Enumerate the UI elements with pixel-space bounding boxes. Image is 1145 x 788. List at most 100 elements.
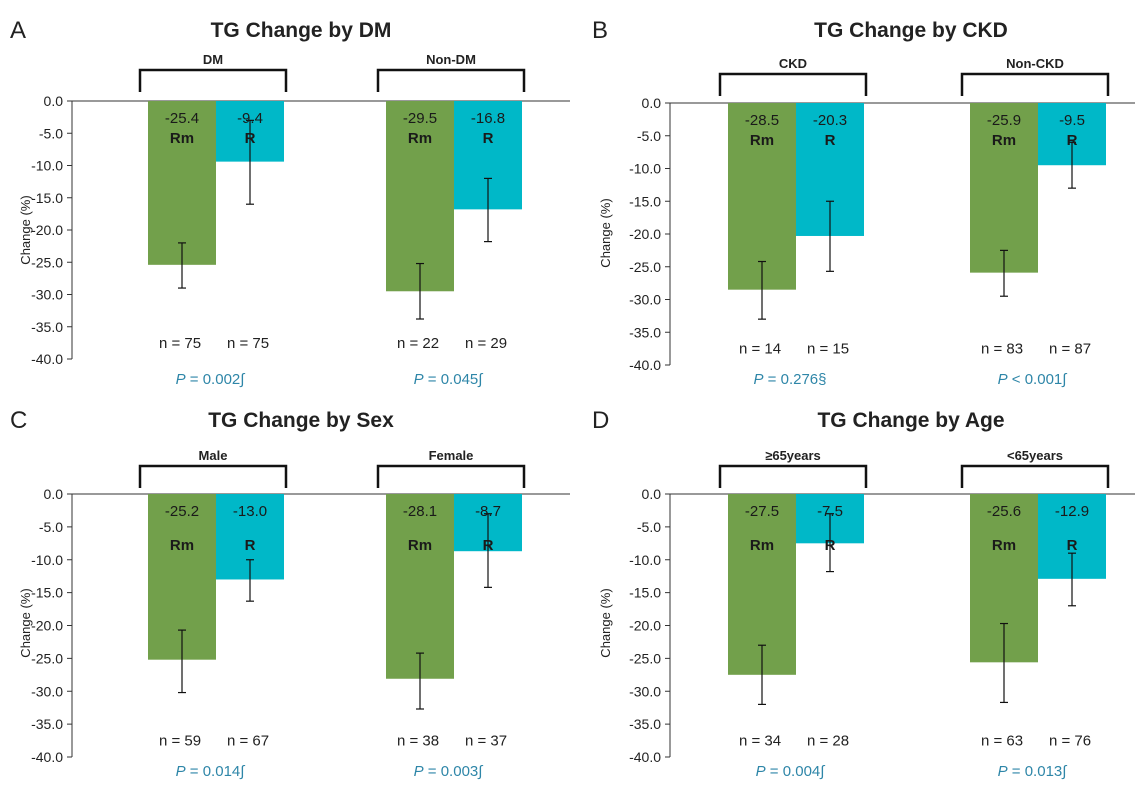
plot-area: 0.0 -5.0 -10.0 -15.0 -20.0 -25.0 -30.0 -35.0 -40… bbox=[31, 52, 570, 388]
n-label: n = 75 bbox=[227, 335, 269, 352]
p-symbol: P bbox=[754, 371, 764, 388]
bar-value-label: -25.6 bbox=[987, 503, 1021, 520]
y-tick-label: -35.0 bbox=[31, 716, 63, 732]
y-tick-label: -5.0 bbox=[39, 125, 63, 141]
chart-title: TG Change by Sex bbox=[208, 409, 394, 432]
p-symbol: P bbox=[998, 371, 1008, 388]
n-label: n = 28 bbox=[807, 733, 849, 750]
y-tick-label: -25.0 bbox=[629, 259, 661, 275]
y-tick-label: -10.0 bbox=[629, 552, 661, 568]
group-label: Male bbox=[199, 448, 228, 463]
p-value: = 0.003∫ bbox=[424, 763, 485, 780]
y-tick-label: -35.0 bbox=[629, 716, 661, 732]
bar-value-label: -28.1 bbox=[403, 503, 437, 520]
y-tick-label: 0.0 bbox=[44, 93, 64, 109]
y-tick-label: -10.0 bbox=[31, 552, 63, 568]
n-label: n = 67 bbox=[227, 733, 269, 750]
y-axis-label: Change (%) bbox=[598, 198, 613, 267]
n-label: n = 75 bbox=[159, 335, 201, 352]
y-tick-label: -40.0 bbox=[629, 749, 661, 765]
bar-series-label: R bbox=[483, 130, 494, 147]
y-tick-label: -30.0 bbox=[629, 292, 661, 308]
y-tick-label: -15.0 bbox=[31, 585, 63, 601]
panel-d: D TG Change by Age Change (%) bbox=[592, 407, 1005, 658]
panel-letter: B bbox=[592, 17, 608, 44]
bar-series-label: R bbox=[245, 130, 256, 147]
group-label: <65years bbox=[1007, 448, 1063, 463]
y-tick-label: 0.0 bbox=[642, 95, 662, 111]
p-value: = 0.004∫ bbox=[766, 763, 827, 780]
n-label: n = 29 bbox=[465, 335, 507, 352]
y-tick-label: -35.0 bbox=[629, 324, 661, 340]
n-label: n = 34 bbox=[739, 733, 781, 750]
y-tick-label: -30.0 bbox=[31, 683, 63, 699]
bar-value-label: -7.5 bbox=[817, 503, 843, 520]
y-tick-label: -40.0 bbox=[629, 357, 661, 373]
bar-rm bbox=[386, 494, 454, 679]
bar-series-label: R bbox=[1067, 132, 1078, 149]
p-value-label: P = 0.045∫ bbox=[414, 371, 485, 388]
plot-area: 0.0 -5.0 -10.0 -15.0 -20.0 -25.0 -30.0 -35.0 -40… bbox=[629, 448, 1135, 780]
group-bracket bbox=[718, 72, 868, 96]
group-label: Non-CKD bbox=[1006, 56, 1064, 71]
bar-series-label: Rm bbox=[992, 537, 1016, 554]
p-value: = 0.002∫ bbox=[186, 371, 247, 388]
bar-series-label: R bbox=[1067, 537, 1078, 554]
p-symbol: P bbox=[414, 371, 424, 388]
bar-series-label: R bbox=[245, 537, 256, 554]
y-tick-label: -20.0 bbox=[629, 618, 661, 634]
bar-series-label: Rm bbox=[170, 130, 194, 147]
y-axis-label: Change (%) bbox=[18, 588, 33, 657]
y-axis-label: Change (%) bbox=[18, 195, 33, 264]
y-tick-label: -15.0 bbox=[629, 585, 661, 601]
y-tick-label: -5.0 bbox=[637, 128, 661, 144]
y-tick-label: 0.0 bbox=[44, 486, 64, 502]
p-symbol: P bbox=[756, 763, 766, 780]
y-tick-label: -20.0 bbox=[31, 222, 63, 238]
y-tick-label: 0.0 bbox=[642, 486, 662, 502]
group-bracket bbox=[376, 464, 526, 488]
panel-a: A TG Change by DM Change (%) bbox=[10, 17, 391, 265]
p-value: = 0.014∫ bbox=[186, 763, 247, 780]
bar-rm bbox=[728, 103, 796, 290]
bar-series-label: R bbox=[483, 537, 494, 554]
y-tick-label: -10.0 bbox=[31, 158, 63, 174]
p-symbol: P bbox=[176, 371, 186, 388]
y-tick-label: -5.0 bbox=[637, 519, 661, 535]
panel-letter: D bbox=[592, 407, 609, 434]
n-label: n = 87 bbox=[1049, 341, 1091, 358]
bar-series-label: R bbox=[825, 537, 836, 554]
y-tick-label: -5.0 bbox=[39, 519, 63, 535]
bar-series-label: R bbox=[825, 132, 836, 149]
chart-title: TG Change by Age bbox=[817, 409, 1004, 432]
plot-area: 0.0 -5.0 -10.0 -15.0 -20.0 -25.0 -30.0 -35.0 -40… bbox=[629, 56, 1135, 388]
n-label: n = 76 bbox=[1049, 733, 1091, 750]
n-label: n = 38 bbox=[397, 733, 439, 750]
group-bracket bbox=[138, 464, 288, 488]
p-value: = 0.276§ bbox=[764, 371, 827, 388]
p-value-label: P = 0.003∫ bbox=[414, 763, 485, 780]
p-value: < 0.001∫ bbox=[1008, 371, 1069, 388]
n-label: n = 63 bbox=[981, 733, 1023, 750]
n-label: n = 37 bbox=[465, 733, 507, 750]
panel-c: C TG Change by Sex Change (%) bbox=[10, 407, 394, 658]
bar-rm bbox=[148, 101, 216, 265]
p-value: = 0.045∫ bbox=[424, 371, 485, 388]
bar-value-label: -8.7 bbox=[475, 503, 501, 520]
y-tick-label: -30.0 bbox=[629, 683, 661, 699]
y-tick-label: -40.0 bbox=[31, 749, 63, 765]
panel-b: B TG Change by CKD Change (%) bbox=[592, 17, 1008, 268]
bar-value-label: -25.4 bbox=[165, 110, 199, 127]
y-tick-label: -30.0 bbox=[31, 287, 63, 303]
y-tick-label: -40.0 bbox=[31, 351, 63, 367]
y-tick-label: -25.0 bbox=[629, 650, 661, 666]
bar-value-label: -29.5 bbox=[403, 110, 437, 127]
y-tick-label: -15.0 bbox=[31, 190, 63, 206]
p-symbol: P bbox=[414, 763, 424, 780]
group-label: ≥65years bbox=[765, 448, 821, 463]
bar-series-label: Rm bbox=[408, 130, 432, 147]
n-label: n = 14 bbox=[739, 341, 781, 358]
bar-value-label: -13.0 bbox=[233, 503, 267, 520]
y-tick-label: -15.0 bbox=[629, 193, 661, 209]
